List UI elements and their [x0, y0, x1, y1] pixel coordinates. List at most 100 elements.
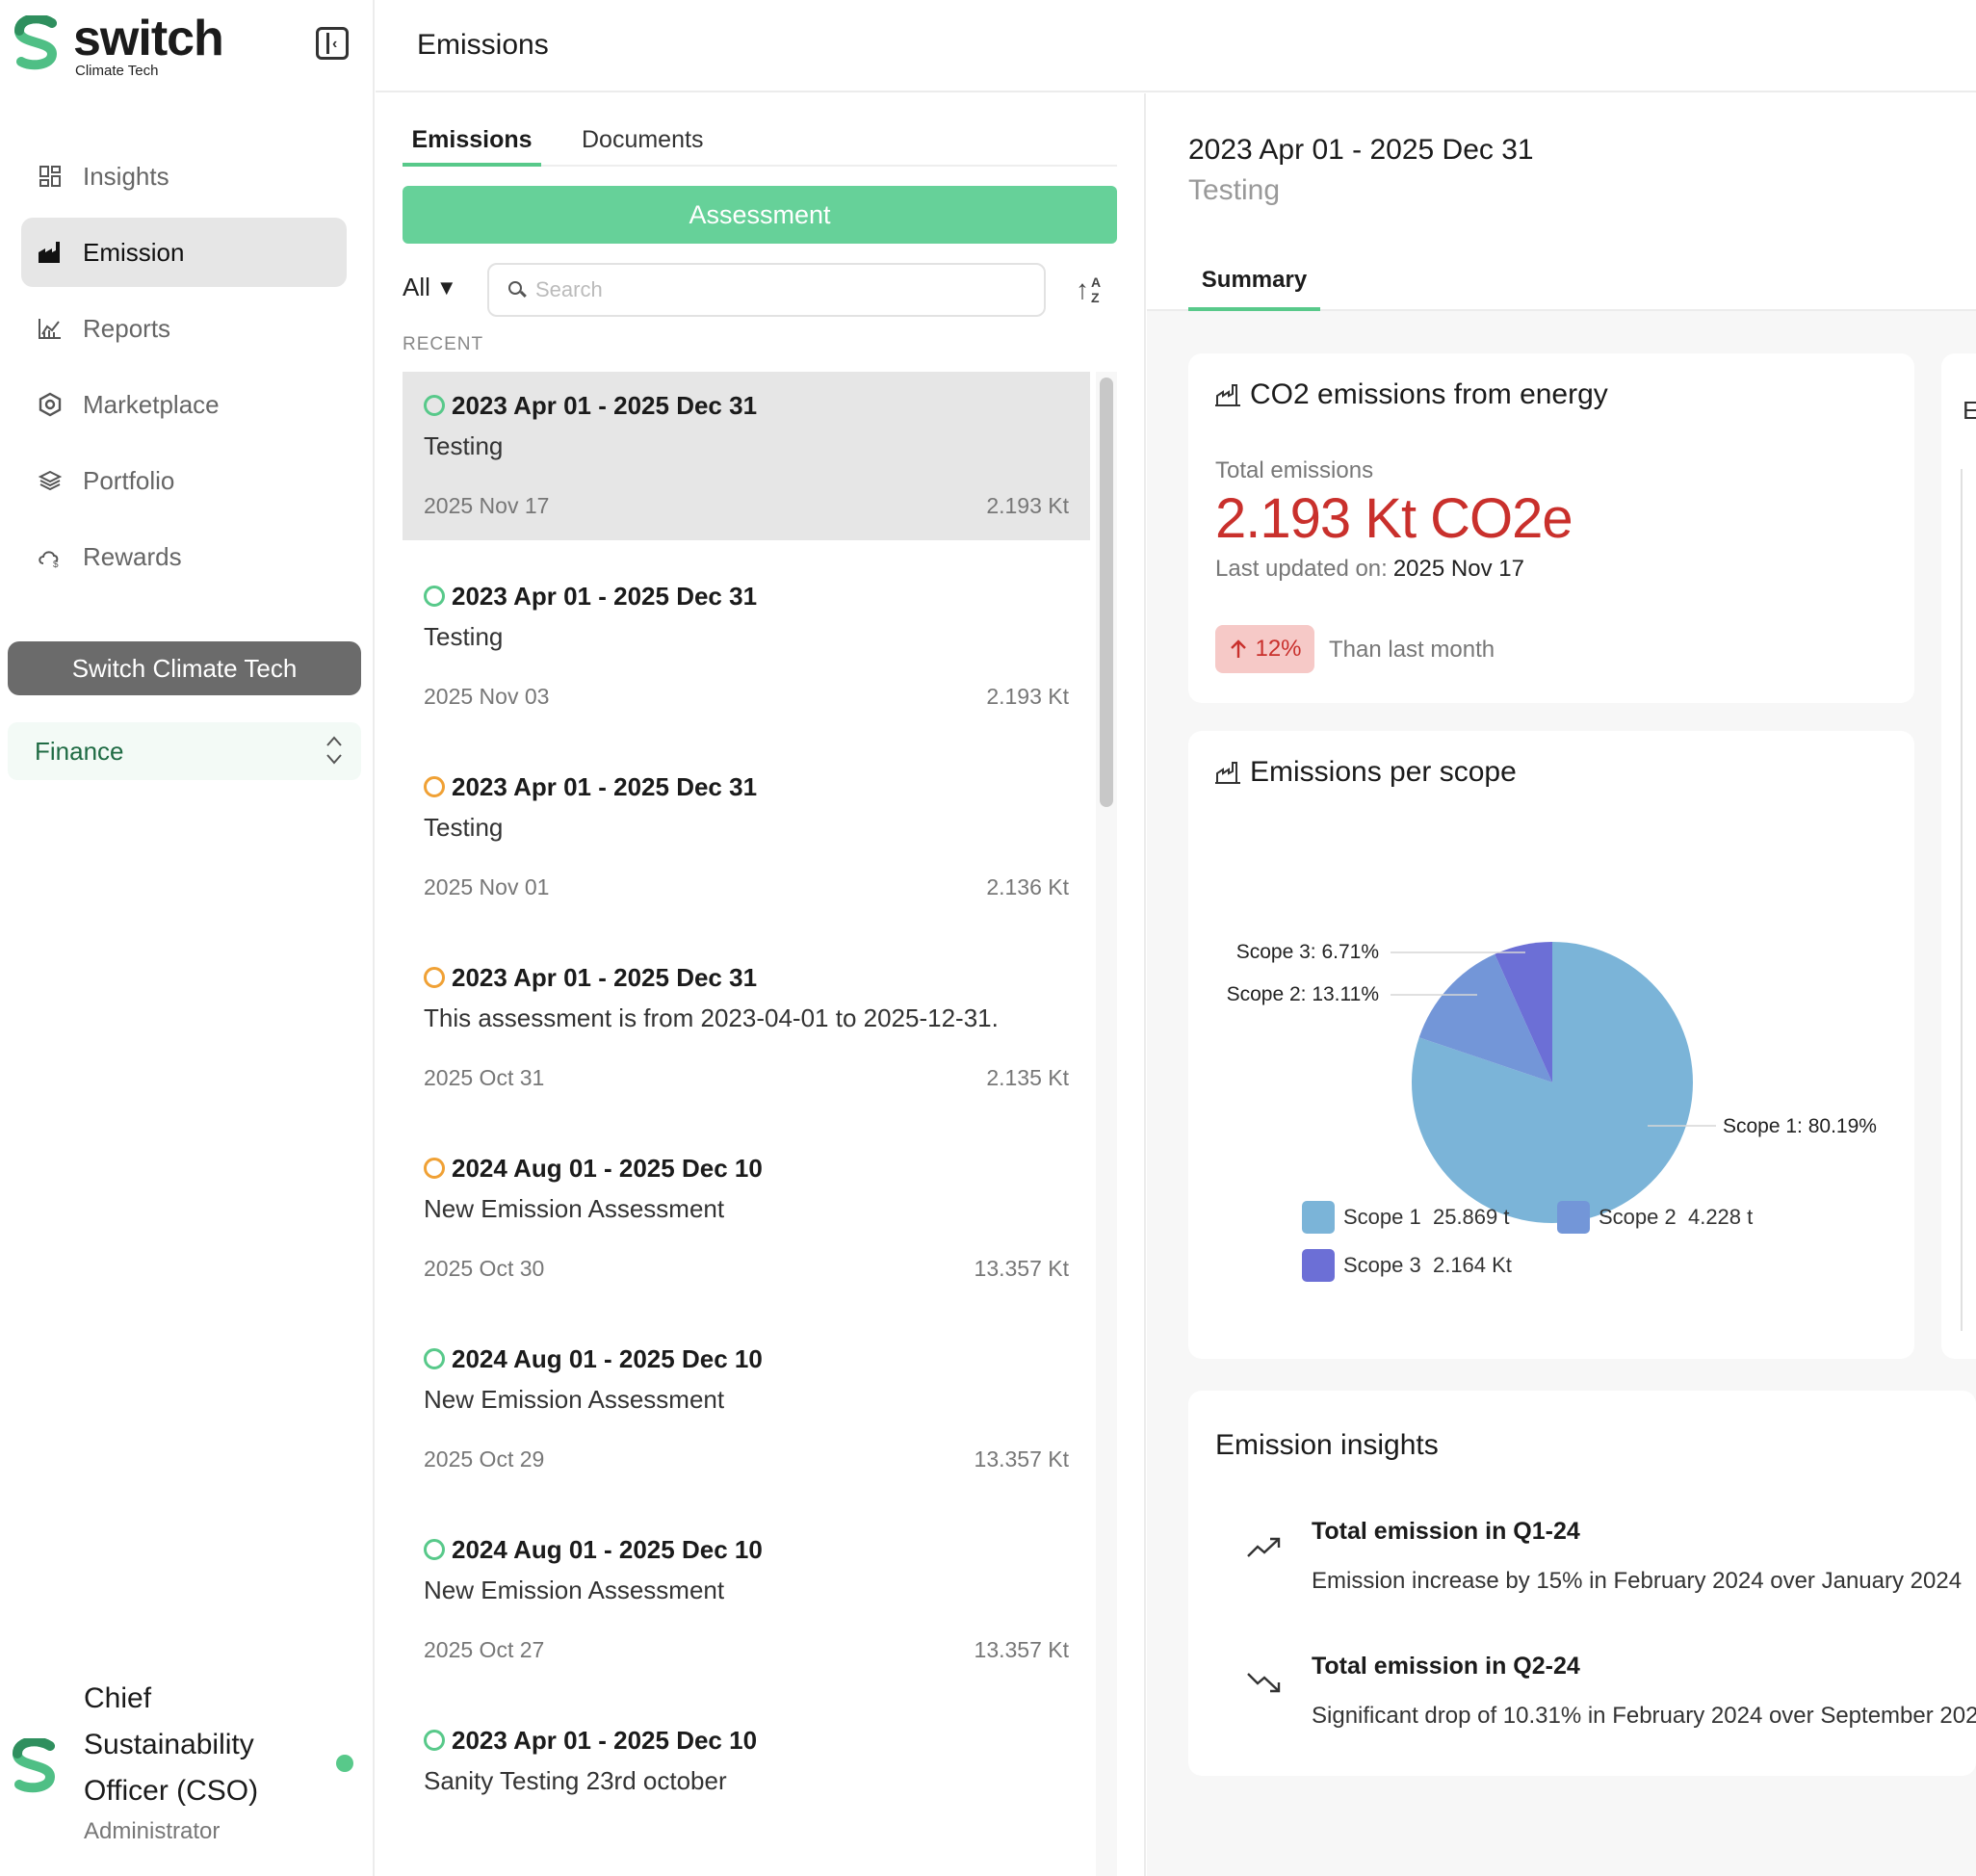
- emissions-per-scope-card: Emissions per scope Scope 1: 80.19% Scope…: [1188, 731, 1914, 1359]
- legend-label: Scope 2: [1599, 1205, 1677, 1229]
- total-emissions-label: Total emissions: [1215, 457, 1374, 483]
- change-value: 12%: [1255, 636, 1302, 662]
- item-description: New Emission Assessment: [424, 1576, 725, 1604]
- detail-title: 2023 Apr 01 - 2025 Dec 31: [1188, 134, 1534, 166]
- chart-icon: [37, 315, 64, 342]
- sidebar-item-label: Portfolio: [83, 465, 175, 495]
- department-value: Finance: [35, 736, 124, 766]
- list-item[interactable]: 2024 Aug 01 - 2025 Dec 10 New Emission A…: [403, 1325, 1090, 1494]
- insight-text: Significant drop of 10.31% in February 2…: [1312, 1703, 1976, 1729]
- total-emissions-value: 2.193 Kt CO2e: [1215, 487, 1573, 550]
- pie-slice-scope-3[interactable]: [1495, 942, 1552, 1082]
- filter-value: All: [403, 273, 430, 301]
- legend-item-scope-2[interactable]: Scope 2 4.228 t: [1557, 1201, 1753, 1234]
- recent-section-label: RECENT: [403, 334, 484, 354]
- legend-item-scope-3[interactable]: Scope 3 2.164 Kt: [1302, 1249, 1512, 1282]
- status-indicator: [424, 395, 445, 416]
- list-tabs: Emissions Documents: [403, 126, 1117, 167]
- legend-item-scope-1[interactable]: Scope 1 25.869 t: [1302, 1201, 1509, 1234]
- item-value: 13.357 Kt: [974, 1637, 1069, 1662]
- side-card-title: E: [1963, 396, 1976, 425]
- assessment-button[interactable]: Assessment: [403, 186, 1117, 244]
- scope-pie-chart: Scope 1: 80.19% Scope 2: 13.11% Scope 3: 6…: [1188, 827, 1914, 1232]
- last-updated: Last updated on: 2025 Nov 17: [1215, 556, 1524, 583]
- search-input[interactable]: [535, 277, 1017, 302]
- user-profile[interactable]: Chief Sustainability Officer (CSO) Admin…: [0, 1676, 375, 1868]
- tab-emissions[interactable]: Emissions: [403, 126, 541, 167]
- legend-value: 4.228 t: [1687, 1205, 1754, 1229]
- sidebar-item-marketplace[interactable]: Marketplace: [21, 370, 347, 439]
- trend-up-icon: [1247, 1537, 1281, 1557]
- legend-label: Scope 1: [1343, 1205, 1421, 1229]
- list-item[interactable]: 2023 Apr 01 - 2025 Dec 31 This assessmen…: [403, 944, 1090, 1112]
- legend-label: Scope 3: [1343, 1253, 1421, 1277]
- svg-text:$: $: [53, 560, 59, 568]
- brand-name: switch: [73, 11, 224, 66]
- legend-swatch: [1302, 1201, 1335, 1234]
- item-description: Testing: [424, 431, 504, 460]
- list-item[interactable]: 2023 Apr 01 - 2025 Dec 31 Testing 2025 N…: [403, 753, 1090, 922]
- department-select[interactable]: Finance: [8, 722, 361, 780]
- brand-subtitle: Climate Tech: [75, 63, 159, 79]
- card-title: CO2 emissions from energy: [1250, 378, 1608, 410]
- assessment-detail-panel: 2023 Apr 01 - 2025 Dec 31 Testing Summar…: [1147, 93, 1976, 1876]
- item-date: 2025 Nov 01: [424, 874, 550, 899]
- collapse-sidebar-button[interactable]: ‹: [316, 27, 349, 60]
- sidebar-item-label: Emission: [83, 237, 185, 267]
- online-status-dot: [336, 1755, 353, 1772]
- list-item[interactable]: 2023 Apr 01 - 2025 Dec 31 Testing 2025 N…: [403, 562, 1090, 731]
- item-title: 2023 Apr 01 - 2025 Dec 31: [452, 391, 758, 420]
- tab-summary[interactable]: Summary: [1188, 267, 1320, 311]
- factory-icon: [37, 239, 64, 266]
- brand-logo[interactable]: switch Climate Tech: [13, 11, 224, 79]
- sidebar-item-emission[interactable]: Emission: [21, 218, 347, 287]
- tab-documents[interactable]: Documents: [582, 126, 704, 153]
- organization-button[interactable]: Switch Climate Tech: [8, 641, 361, 695]
- item-description: New Emission Assessment: [424, 1385, 725, 1414]
- hexagon-icon: [37, 391, 64, 418]
- sidebar-collapse-icon: [326, 33, 329, 54]
- status-indicator: [424, 1348, 445, 1369]
- sidebar-item-label: Reports: [83, 313, 171, 343]
- scrollbar-thumb[interactable]: [1100, 378, 1113, 807]
- status-indicator: [424, 1730, 445, 1751]
- pie-label-scope-3: Scope 3: 6.71%: [1236, 941, 1379, 963]
- cloud-coin-icon: $: [37, 543, 64, 570]
- item-value: 2.193 Kt: [986, 684, 1069, 709]
- status-indicator: [424, 586, 445, 607]
- list-scrollbar[interactable]: [1096, 372, 1117, 1876]
- sidebar-item-insights[interactable]: Insights: [21, 142, 347, 211]
- factory-icon: [1215, 762, 1240, 784]
- sidebar-item-reports[interactable]: Reports: [21, 294, 347, 363]
- search-box[interactable]: [487, 263, 1046, 317]
- list-item[interactable]: 2023 Apr 01 - 2025 Dec 31 Testing 2025 N…: [403, 372, 1090, 540]
- item-title: 2023 Apr 01 - 2025 Dec 31: [452, 772, 758, 801]
- item-value: 2.193 Kt: [986, 493, 1069, 518]
- item-description: This assessment is from 2023-04-01 to 20…: [424, 1003, 999, 1032]
- item-title: 2023 Apr 01 - 2025 Dec 31: [452, 963, 758, 992]
- item-description: Testing: [424, 813, 504, 842]
- side-card: E: [1941, 353, 1976, 1359]
- topbar: Emissions: [376, 0, 1976, 92]
- legend-value: 25.869 t: [1432, 1205, 1510, 1229]
- sidebar-item-portfolio[interactable]: Portfolio: [21, 446, 347, 515]
- filter-dropdown[interactable]: All ▼: [403, 273, 457, 302]
- pie-chart-svg: Scope 1: 80.19% Scope 2: 13.11% Scope 3: 6…: [1227, 941, 1877, 1223]
- list-item[interactable]: 2024 Aug 01 - 2025 Dec 10 New Emission A…: [403, 1134, 1090, 1303]
- item-date: 2025 Nov 17: [424, 493, 550, 518]
- detail-subtitle: Testing: [1188, 174, 1281, 206]
- sidebar-item-label: Insights: [83, 161, 169, 191]
- list-item[interactable]: 2024 Aug 01 - 2025 Dec 10 New Emission A…: [403, 1516, 1090, 1684]
- item-description: New Emission Assessment: [424, 1194, 725, 1223]
- sort-arrow-icon: ↑: [1076, 274, 1089, 304]
- pie-label-scope-2: Scope 2: 13.11%: [1227, 983, 1379, 1005]
- grid-icon: [37, 163, 64, 190]
- pie-slice-scope-2[interactable]: [1418, 953, 1552, 1082]
- item-date: 2025 Oct 27: [424, 1637, 545, 1662]
- list-item[interactable]: 2023 Apr 01 - 2025 Dec 10 Sanity Testing…: [403, 1707, 1090, 1875]
- sidebar-item-rewards[interactable]: $ Rewards: [21, 522, 347, 591]
- pie-label-scope-1: Scope 1: 80.19%: [1723, 1115, 1877, 1137]
- item-title: 2023 Apr 01 - 2025 Dec 10: [452, 1726, 758, 1755]
